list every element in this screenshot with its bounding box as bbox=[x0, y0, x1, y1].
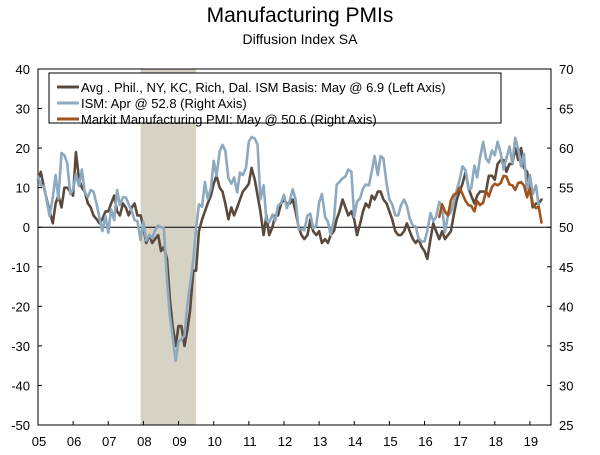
right-axis-tick-label: 65 bbox=[559, 102, 573, 117]
left-axis-tick-label: 10 bbox=[16, 181, 30, 196]
legend-box bbox=[48, 72, 502, 124]
left-axis-tick-label: -50 bbox=[11, 418, 30, 433]
left-axis-tick-label: -40 bbox=[11, 378, 30, 393]
left-axis-tick-label: 40 bbox=[16, 62, 30, 77]
legend-label-2: ISM: Apr @ 52.8 (Right Axis) bbox=[81, 96, 247, 111]
x-axis-tick-label: 08 bbox=[137, 434, 151, 449]
x-axis-tick-label: 11 bbox=[243, 434, 257, 449]
left-axis-tick-label: 30 bbox=[16, 102, 30, 117]
x-axis-tick-label: 16 bbox=[418, 434, 432, 449]
legend-label-1: Avg . Phil., NY, KC, Rich, Dal. ISM Basi… bbox=[81, 80, 446, 95]
chart-subtitle: Diffusion Index SA bbox=[242, 31, 358, 47]
right-axis-tick-label: 30 bbox=[559, 378, 573, 393]
right-axis-tick-label: 60 bbox=[559, 141, 573, 156]
chart-title: Manufacturing PMIs bbox=[206, 4, 394, 27]
right-axis-tick-label: 45 bbox=[559, 260, 573, 275]
x-axis-tick-label: 09 bbox=[172, 434, 186, 449]
series-line-3 bbox=[438, 174, 543, 224]
x-axis-tick-label: 12 bbox=[278, 434, 292, 449]
x-axis-tick-label: 05 bbox=[32, 434, 46, 449]
right-axis-tick-label: 40 bbox=[559, 299, 573, 314]
x-axis-tick-label: 14 bbox=[348, 434, 362, 449]
shaded-region bbox=[140, 69, 197, 425]
left-axis-tick-label: -20 bbox=[11, 299, 30, 314]
series-line-2 bbox=[36, 135, 540, 363]
x-axis-tick-label: 18 bbox=[489, 434, 503, 449]
right-axis-tick-label: 25 bbox=[559, 418, 573, 433]
right-axis-tick-label: 70 bbox=[559, 62, 573, 77]
x-axis-tick-label: 17 bbox=[453, 434, 467, 449]
x-axis-tick-label: 15 bbox=[383, 434, 397, 449]
right-axis-tick-label: 55 bbox=[559, 181, 573, 196]
plot-frame bbox=[37, 68, 552, 426]
right-axis-tick-label: 50 bbox=[559, 220, 573, 235]
left-axis-tick-label: 20 bbox=[16, 141, 30, 156]
x-axis-tick-label: 13 bbox=[313, 434, 327, 449]
x-axis-tick-label: 19 bbox=[524, 434, 538, 449]
left-axis-tick-label: -10 bbox=[11, 260, 30, 275]
x-axis-tick-label: 10 bbox=[207, 434, 221, 449]
right-axis-tick-label: 35 bbox=[559, 339, 573, 354]
left-axis-tick-label: -30 bbox=[11, 339, 30, 354]
legend-label-3: Markit Manufacturing PMI: May @ 50.6 (Ri… bbox=[81, 112, 377, 127]
x-axis-tick-label: 06 bbox=[67, 434, 81, 449]
left-axis-tick-label: 0 bbox=[23, 220, 30, 235]
x-axis-tick-label: 07 bbox=[102, 434, 116, 449]
